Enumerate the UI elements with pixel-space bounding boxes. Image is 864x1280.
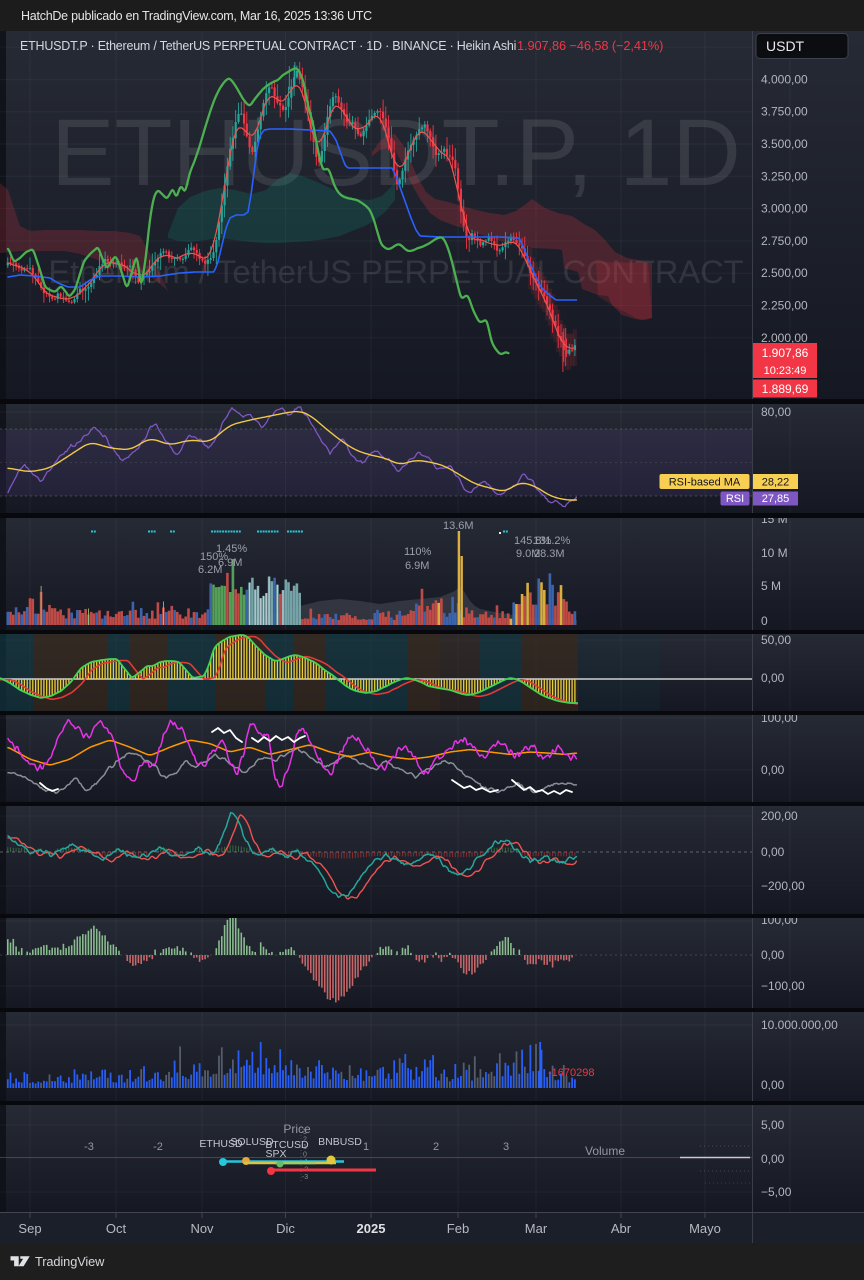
svg-text:10.000.000,00: 10.000.000,00	[761, 1018, 838, 1032]
svg-text:-2: -2	[153, 1141, 163, 1153]
svg-text:80,00: 80,00	[761, 405, 791, 419]
svg-text:2.500,00: 2.500,00	[761, 266, 808, 280]
svg-text:-3: -3	[84, 1141, 94, 1153]
svg-text:0,00: 0,00	[761, 763, 785, 777]
svg-text:1: 1	[363, 1141, 369, 1153]
svg-text:3.000,00: 3.000,00	[761, 202, 808, 216]
svg-text:1.889,69: 1.889,69	[762, 382, 809, 396]
svg-text:0,00: 0,00	[761, 845, 785, 859]
svg-text:2: 2	[433, 1141, 439, 1153]
svg-text:50,00: 50,00	[761, 633, 791, 647]
svg-text:BTCUSD: BTCUSD	[265, 1139, 309, 1151]
svg-text:5,00: 5,00	[761, 1118, 785, 1132]
svg-text:4.000,00: 4.000,00	[761, 72, 808, 86]
svg-text:3: 3	[303, 1129, 307, 1136]
svg-text:6.2M: 6.2M	[198, 564, 222, 576]
svg-text:Ethereum / TetherUS PERPETUAL: Ethereum / TetherUS PERPETUAL CONTRACT	[48, 253, 743, 290]
svg-text:2: 2	[303, 1137, 307, 1144]
svg-text:110%: 110%	[404, 546, 432, 558]
svg-text:ETHUSDT.P, 1D: ETHUSDT.P, 1D	[51, 100, 741, 206]
svg-text:Feb: Feb	[447, 1221, 469, 1236]
svg-text:Price: Price	[283, 1122, 311, 1136]
svg-text:Dic: Dic	[276, 1221, 295, 1236]
svg-text:6.9M: 6.9M	[405, 560, 429, 572]
svg-text:2.750,00: 2.750,00	[761, 234, 808, 248]
svg-text:3.250,00: 3.250,00	[761, 169, 808, 183]
svg-text:Mayo: Mayo	[689, 1221, 721, 1236]
svg-text:Volume: Volume	[585, 1144, 625, 1158]
svg-text:Abr: Abr	[611, 1221, 632, 1236]
svg-text:200,00: 200,00	[761, 809, 798, 823]
svg-text:−200,00: −200,00	[761, 879, 805, 893]
svg-text:Sep: Sep	[18, 1221, 41, 1236]
svg-text:RSI-based MA: RSI-based MA	[669, 477, 741, 489]
svg-text:Mar: Mar	[525, 1221, 548, 1236]
svg-text:2025: 2025	[357, 1221, 386, 1236]
svg-text:Nov: Nov	[190, 1221, 214, 1236]
svg-text:9.0M: 9.0M	[516, 548, 540, 560]
svg-text:0: 0	[761, 614, 768, 628]
svg-text:-1670298: -1670298	[548, 1067, 595, 1079]
svg-text:1: 1	[303, 1144, 307, 1151]
svg-text:SOLUSD: SOLUSD	[230, 1136, 274, 1148]
svg-text:0,00: 0,00	[761, 671, 785, 685]
svg-text:-3: -3	[302, 1174, 308, 1181]
svg-text:USDT: USDT	[766, 38, 805, 54]
svg-text:TradingView: TradingView	[35, 1254, 105, 1269]
svg-text:150%: 150%	[200, 551, 228, 563]
svg-text:28,22: 28,22	[762, 477, 790, 489]
svg-text:1.45%: 1.45%	[216, 543, 247, 555]
svg-text:3: 3	[503, 1141, 509, 1153]
svg-text:1.907,86: 1.907,86	[762, 346, 809, 360]
svg-text:27,85: 27,85	[762, 493, 790, 505]
svg-text:5 M: 5 M	[761, 579, 781, 593]
svg-text:0,00: 0,00	[761, 1152, 785, 1166]
svg-text:ETHUSD: ETHUSD	[199, 1138, 243, 1150]
svg-text:ETHUSDT.P · Ethereum / TetherU: ETHUSDT.P · Ethereum / TetherUS PERPETUA…	[20, 39, 516, 53]
svg-text:28.3M: 28.3M	[534, 548, 565, 560]
svg-text:SPX: SPX	[265, 1148, 286, 1160]
svg-text:1.907,86 −46,58 (−2,41%): 1.907,86 −46,58 (−2,41%)	[517, 38, 663, 53]
svg-text:HatchDe publicado en TradingVi: HatchDe publicado en TradingView.com, Ma…	[21, 9, 372, 23]
svg-text:−100,00: −100,00	[761, 979, 805, 993]
svg-text:131.2%: 131.2%	[533, 535, 571, 547]
svg-text:2.000,00: 2.000,00	[761, 331, 808, 345]
svg-text:RSI: RSI	[726, 493, 744, 505]
svg-text:−5,00: −5,00	[761, 1185, 792, 1199]
svg-text:BNBUSD: BNBUSD	[318, 1136, 362, 1148]
svg-text:0,00: 0,00	[761, 1078, 785, 1092]
svg-text:3.500,00: 3.500,00	[761, 137, 808, 151]
svg-text:0,00: 0,00	[761, 948, 785, 962]
svg-text:6.9M: 6.9M	[218, 557, 242, 569]
svg-text:2.250,00: 2.250,00	[761, 299, 808, 313]
svg-text:0: 0	[303, 1152, 307, 1159]
svg-text:3.750,00: 3.750,00	[761, 105, 808, 119]
svg-text:145.8%: 145.8%	[514, 535, 552, 547]
svg-text:10:23:49: 10:23:49	[764, 365, 807, 377]
svg-text:10 M: 10 M	[761, 546, 788, 560]
svg-text:13.6M: 13.6M	[443, 520, 474, 532]
svg-text:Oct: Oct	[106, 1221, 127, 1236]
